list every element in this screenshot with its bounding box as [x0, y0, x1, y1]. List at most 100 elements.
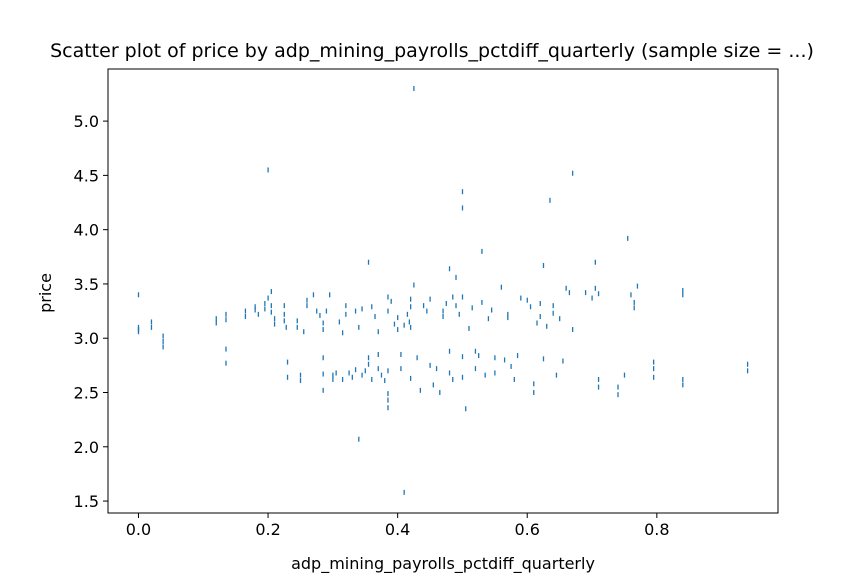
x-axis: 0.0 0.2 0.4 0.6 0.8: [126, 513, 670, 539]
data-point: [474, 366, 477, 372]
data-point: [526, 297, 528, 303]
data-point: [270, 309, 272, 315]
data-point: [345, 311, 347, 317]
data-point: [319, 312, 321, 318]
data-point: [332, 372, 334, 378]
y-tick-label: 3.0: [74, 329, 99, 348]
data-point: [387, 391, 389, 397]
data-point: [408, 319, 411, 325]
data-point: [358, 436, 360, 442]
data-point: [367, 355, 370, 361]
data-point: [380, 372, 383, 378]
data-point: [367, 259, 370, 265]
data-point: [329, 292, 331, 298]
data-point: [377, 329, 379, 335]
data-point: [510, 363, 512, 369]
data-point: [461, 374, 464, 380]
data-point: [536, 320, 538, 326]
data-point: [162, 333, 164, 339]
data-point: [225, 346, 227, 352]
data-point: [296, 318, 298, 324]
data-point: [367, 361, 370, 367]
data-point: [387, 405, 389, 411]
data-point: [594, 285, 596, 291]
data-point: [137, 329, 140, 335]
data-point: [264, 300, 266, 306]
data-point: [652, 366, 655, 372]
data-point: [513, 376, 515, 382]
data-point: [494, 370, 496, 376]
data-point: [397, 327, 399, 333]
y-tick-label: 5.0: [74, 112, 99, 131]
data-point: [403, 322, 405, 328]
data-point: [322, 327, 324, 333]
data-point: [468, 325, 470, 331]
data-point: [387, 368, 389, 374]
data-point: [244, 314, 247, 320]
data-point: [254, 307, 256, 313]
data-point: [306, 303, 308, 309]
data-point: [633, 305, 635, 311]
data-point: [332, 376, 334, 382]
data-point: [364, 368, 366, 374]
data-point: [471, 305, 473, 311]
data-point: [487, 316, 490, 322]
y-tick-label: 1.5: [74, 492, 99, 511]
data-point: [322, 320, 324, 326]
data-point: [390, 298, 392, 304]
data-point: [461, 205, 464, 211]
y-tick-label: 2.5: [74, 384, 99, 403]
data-point: [286, 359, 289, 365]
data-point: [452, 294, 454, 300]
data-point: [341, 330, 344, 336]
data-point: [150, 324, 153, 330]
data-point: [215, 316, 217, 322]
data-point: [432, 382, 434, 388]
data-point: [452, 376, 454, 382]
data-point: [539, 314, 541, 320]
data-point: [254, 304, 256, 310]
data-point: [322, 355, 324, 361]
data-point: [296, 324, 298, 330]
data-point: [400, 352, 402, 358]
data-point: [285, 324, 287, 330]
data-point: [630, 292, 632, 298]
data-point: [322, 371, 324, 377]
data-point: [371, 304, 373, 310]
data-point: [270, 289, 272, 295]
data-point: [283, 318, 285, 324]
data-point: [270, 303, 272, 309]
x-tick-label: 0.6: [515, 520, 540, 539]
data-point: [162, 338, 164, 344]
data-point: [478, 353, 480, 359]
data-point: [546, 323, 548, 329]
data-point: [571, 170, 574, 176]
data-point: [351, 374, 353, 380]
x-tick-label: 0.2: [255, 520, 280, 539]
y-tick-label: 2.0: [74, 438, 99, 457]
data-point: [461, 189, 464, 195]
y-axis-label: price: [36, 273, 55, 313]
data-point: [322, 387, 324, 393]
data-point: [474, 348, 477, 354]
data-point: [682, 292, 684, 298]
data-point: [316, 308, 318, 314]
data-point: [403, 489, 405, 495]
data-point: [348, 370, 350, 376]
data-point: [597, 376, 600, 382]
data-point: [491, 307, 493, 313]
data-point: [746, 368, 749, 374]
data-point: [225, 311, 227, 317]
data-point: [682, 376, 684, 382]
data-point: [429, 362, 431, 368]
data-point: [494, 355, 496, 361]
data-point: [162, 344, 164, 350]
data-point: [746, 361, 749, 367]
data-point: [481, 299, 483, 305]
data-point: [150, 319, 153, 325]
data-point: [137, 292, 140, 298]
data-point: [410, 296, 412, 302]
data-point: [636, 283, 639, 289]
data-point: [384, 378, 386, 384]
